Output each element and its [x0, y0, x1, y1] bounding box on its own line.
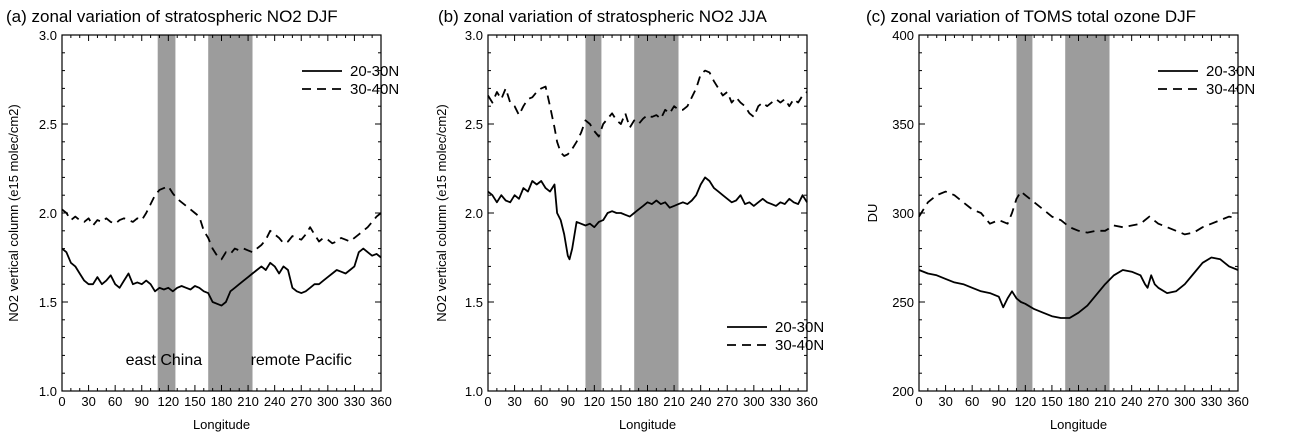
x-tick-label: 0 — [58, 394, 65, 409]
y-tick-label: 3.0 — [465, 28, 483, 43]
y-tick-label: 350 — [892, 117, 914, 132]
shaded-region — [634, 35, 679, 391]
y-tick-label: 2.0 — [465, 206, 483, 221]
chart-title: (b) zonal variation of stratospheric NO2… — [438, 7, 767, 26]
x-tick-label: 180 — [211, 394, 233, 409]
y-tick-label: 1.5 — [39, 295, 57, 310]
y-axis-label: NO2 vertical column (e15 molec/cm2) — [6, 104, 21, 321]
shaded-region — [208, 35, 253, 391]
x-tick-label: 60 — [534, 394, 548, 409]
x-tick-label: 330 — [770, 394, 792, 409]
x-tick-label: 180 — [1068, 394, 1090, 409]
legend-label: 30-40N — [775, 337, 824, 354]
x-tick-label: 300 — [317, 394, 339, 409]
x-tick-label: 30 — [507, 394, 521, 409]
legend-label: 20-30N — [350, 63, 399, 80]
x-tick-label: 360 — [796, 394, 818, 409]
chart-panel-b: 0 30 60 90 120 150 180 210 240 270 300 330 360 1.0 1.5… — [434, 7, 824, 432]
y-tick-label: 400 — [892, 28, 914, 43]
x-tick-label: 240 — [690, 394, 712, 409]
series-line-20-30n — [61, 247, 382, 307]
y-tick-label: 200 — [892, 384, 914, 399]
x-tick-label: 120 — [1014, 394, 1036, 409]
x-tick-label: 0 — [915, 394, 922, 409]
series-line-30-40n — [487, 69, 808, 157]
x-tick-label: 30 — [81, 394, 95, 409]
series-line-30-40n — [61, 185, 382, 261]
x-tick-label: 60 — [108, 394, 122, 409]
series-line-20-30n — [918, 256, 1239, 319]
y-axis-label: NO2 vertical column (e15 molec/cm2) — [434, 104, 449, 321]
series-line-20-30n — [487, 176, 808, 261]
annotation-label: remote Pacific — [251, 352, 352, 369]
x-tick-label: 240 — [1121, 394, 1143, 409]
y-tick-label: 300 — [892, 206, 914, 221]
x-tick-label: 0 — [484, 394, 491, 409]
shaded-region — [1065, 35, 1110, 391]
x-axis-label: Longitude — [1050, 417, 1107, 432]
y-tick-label: 1.0 — [39, 384, 57, 399]
shaded-region — [585, 35, 602, 391]
x-axis-label: Longitude — [619, 417, 676, 432]
x-axis-label: Longitude — [193, 417, 250, 432]
x-tick-label: 210 — [237, 394, 259, 409]
y-tick-label: 2.0 — [39, 206, 57, 221]
x-tick-label: 150 — [184, 394, 206, 409]
legend-label: 20-30N — [775, 319, 824, 336]
legend-label: 30-40N — [350, 81, 399, 98]
x-tick-label: 330 — [1201, 394, 1223, 409]
chart-panel-a: 0 30 60 90 120 150 180 210 240 270 300 330 360 1.0 1.5… — [6, 7, 399, 432]
x-tick-label: 300 — [1174, 394, 1196, 409]
chart-panel-c: 0 30 60 90 120 150 180 210 240 270 300 330 360 200 250… — [865, 7, 1255, 432]
x-tick-label: 360 — [1227, 394, 1249, 409]
x-tick-label: 270 — [1147, 394, 1169, 409]
legend-label: 30-40N — [1206, 81, 1255, 98]
x-tick-label: 60 — [965, 394, 979, 409]
x-tick-label: 360 — [370, 394, 392, 409]
x-tick-label: 90 — [992, 394, 1006, 409]
x-tick-label: 120 — [157, 394, 179, 409]
x-tick-label: 180 — [637, 394, 659, 409]
x-tick-label: 210 — [663, 394, 685, 409]
x-tick-label: 270 — [290, 394, 312, 409]
shaded-region — [157, 35, 176, 391]
x-tick-label: 120 — [583, 394, 605, 409]
y-tick-label: 1.5 — [465, 295, 483, 310]
y-tick-label: 2.5 — [39, 117, 57, 132]
x-tick-label: 30 — [938, 394, 952, 409]
y-axis-label: DU — [865, 204, 880, 223]
x-tick-label: 330 — [344, 394, 366, 409]
series-line-30-40n — [918, 190, 1239, 236]
y-tick-label: 1.0 — [465, 384, 483, 399]
chart-title: (a) zonal variation of stratospheric NO2… — [6, 7, 338, 26]
x-tick-label: 90 — [135, 394, 149, 409]
y-tick-label: 3.0 — [39, 28, 57, 43]
x-tick-label: 90 — [561, 394, 575, 409]
annotation-label: east China — [126, 352, 203, 369]
y-tick-label: 2.5 — [465, 117, 483, 132]
x-tick-label: 210 — [1094, 394, 1116, 409]
shaded-region — [1016, 35, 1033, 391]
x-tick-label: 270 — [716, 394, 738, 409]
y-tick-label: 250 — [892, 295, 914, 310]
x-tick-label: 150 — [610, 394, 632, 409]
x-tick-label: 150 — [1041, 394, 1063, 409]
legend-label: 20-30N — [1206, 63, 1255, 80]
chart-title: (c) zonal variation of TOMS total ozone … — [866, 7, 1196, 26]
x-tick-label: 300 — [743, 394, 765, 409]
x-tick-label: 240 — [264, 394, 286, 409]
